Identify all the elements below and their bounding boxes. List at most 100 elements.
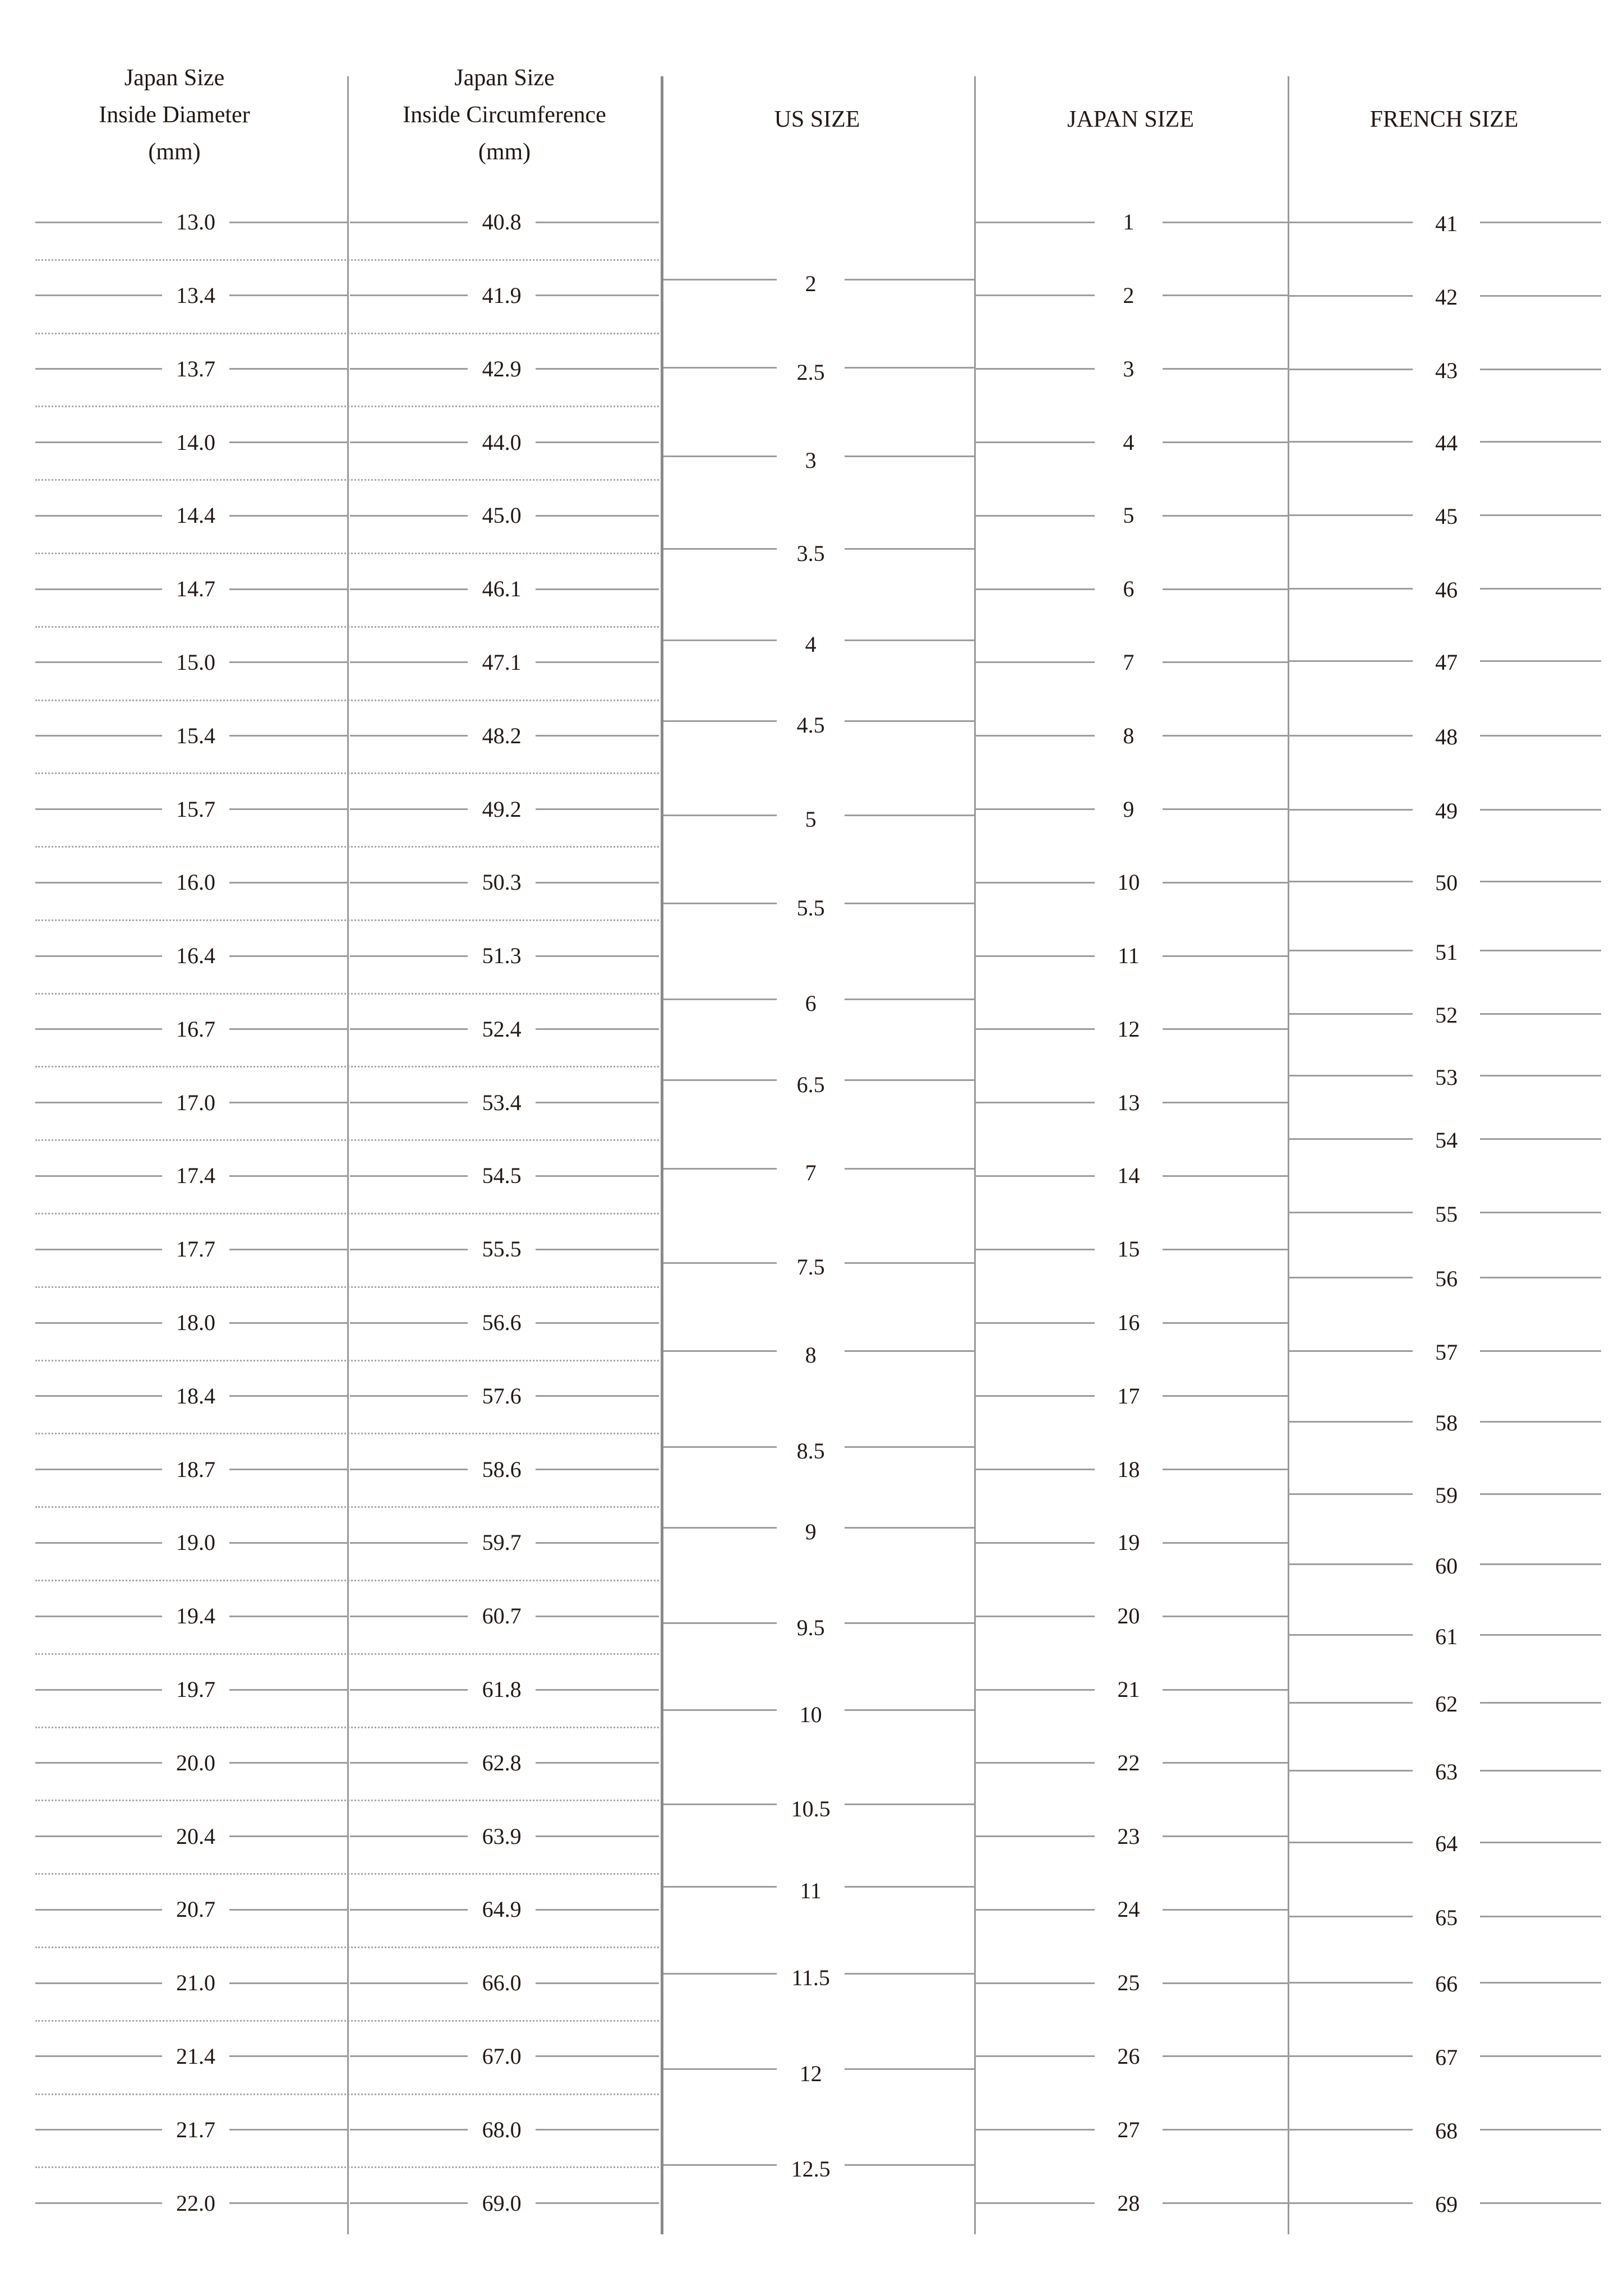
- diameter-value: 15.4: [176, 723, 215, 748]
- french-size-line: [1480, 2202, 1601, 2205]
- circumference-line: [350, 2055, 468, 2058]
- french-size-line: [1287, 440, 1413, 443]
- row-separator: [35, 1066, 660, 1068]
- us-size-line: [845, 548, 974, 550]
- japan-size-line: [1162, 1102, 1288, 1104]
- circumference-value: 42.9: [482, 356, 522, 381]
- diameter-value: 18.4: [176, 1383, 215, 1409]
- circumference-line: [536, 221, 660, 223]
- us-size-line: [845, 2068, 974, 2070]
- japan-size-value: 10: [1117, 869, 1140, 895]
- french-size-line: [1287, 1769, 1413, 1772]
- diameter-value: 21.4: [176, 2043, 215, 2069]
- header-line: Inside Circumference: [403, 102, 606, 128]
- french-size-line: [1480, 881, 1601, 883]
- french-size-line: [1480, 295, 1601, 297]
- row-separator: [35, 625, 660, 628]
- japan-size-line: [974, 2055, 1095, 2058]
- japan-size-line: [1162, 441, 1288, 444]
- circumference-line: [350, 1835, 468, 1838]
- diameter-value: 13.7: [176, 356, 215, 381]
- header-us-size: US SIZE: [774, 107, 860, 132]
- french-size-value: 65: [1435, 1904, 1458, 1930]
- circumference-value: 52.4: [482, 1016, 522, 1042]
- row-separator: [35, 2166, 660, 2169]
- diameter-line: [35, 1395, 162, 1397]
- japan-size-line: [1162, 1908, 1288, 1911]
- circumference-line: [536, 881, 660, 884]
- us-size-line: [663, 1526, 777, 1529]
- japan-size-value: 16: [1117, 1310, 1140, 1336]
- diameter-line: [35, 881, 162, 884]
- circumference-line: [536, 1175, 660, 1177]
- french-size-line: [1287, 881, 1413, 883]
- circumference-line: [350, 1542, 468, 1544]
- circumference-value: 53.4: [482, 1089, 522, 1115]
- japan-size-value: 21: [1117, 1677, 1140, 1702]
- column-divider: [347, 76, 349, 2234]
- japan-size-value: 11: [1118, 943, 1140, 969]
- circumference-line: [350, 588, 468, 590]
- circumference-value: 46.1: [482, 576, 522, 602]
- row-separator: [35, 1946, 660, 1948]
- circumference-line: [350, 1615, 468, 1617]
- circumference-line: [350, 1102, 468, 1104]
- us-size-line: [663, 1079, 777, 1082]
- diameter-line: [35, 2129, 162, 2131]
- french-size-line: [1287, 1493, 1413, 1495]
- japan-size-value: 4: [1123, 429, 1135, 455]
- diameter-value: 18.7: [176, 1456, 215, 1482]
- japan-size-value: 17: [1117, 1383, 1140, 1409]
- us-size-line: [663, 998, 777, 1000]
- diameter-value: 14.0: [176, 429, 215, 455]
- header-inside-diameter: Japan Size Inside Diameter (mm): [37, 59, 312, 171]
- diameter-value: 17.0: [176, 1089, 215, 1115]
- row-separator: [35, 406, 660, 408]
- diameter-value: 13.4: [176, 282, 215, 308]
- us-size-line: [845, 903, 974, 905]
- us-size-line: [663, 1622, 777, 1625]
- us-size-line: [663, 815, 777, 817]
- circumference-line: [536, 1908, 660, 1911]
- french-size-value: 68: [1435, 2118, 1458, 2144]
- circumference-line: [350, 661, 468, 664]
- diameter-value: 17.7: [176, 1236, 215, 1262]
- us-size-value: 6: [805, 991, 817, 1016]
- french-size-value: 56: [1435, 1266, 1458, 1291]
- row-separator: [35, 2019, 660, 2022]
- japan-size-value: 13: [1117, 1089, 1140, 1115]
- us-size-value: 3.5: [796, 540, 825, 566]
- row-separator: [35, 919, 660, 921]
- french-size-value: 59: [1435, 1482, 1458, 1508]
- diameter-line: [229, 368, 348, 370]
- japan-size-line: [974, 1469, 1095, 1471]
- french-size-value: 50: [1435, 870, 1458, 896]
- circumference-line: [536, 588, 660, 590]
- us-size-value: 11: [800, 1878, 822, 1904]
- japan-size-line: [1162, 368, 1288, 370]
- row-separator: [35, 1506, 660, 1508]
- french-size-value: 42: [1435, 284, 1458, 310]
- circumference-line: [350, 2129, 468, 2131]
- diameter-line: [35, 1542, 162, 1544]
- diameter-line: [229, 1469, 348, 1471]
- japan-size-line: [1162, 955, 1288, 957]
- japan-size-line: [1162, 1982, 1288, 1984]
- circumference-value: 62.8: [482, 1750, 522, 1775]
- circumference-line: [536, 1835, 660, 1838]
- circumference-line: [536, 441, 660, 444]
- japan-size-value: 1: [1123, 209, 1135, 235]
- circumference-line: [350, 1028, 468, 1030]
- header-line: (mm): [148, 139, 201, 165]
- french-size-value: 43: [1435, 358, 1458, 384]
- diameter-line: [229, 1762, 348, 1764]
- diameter-value: 19.7: [176, 1677, 215, 1702]
- japan-size-value: 8: [1123, 723, 1135, 748]
- french-size-line: [1287, 1702, 1413, 1704]
- japan-size-line: [1162, 514, 1288, 517]
- us-size-value: 12.5: [791, 2156, 831, 2182]
- diameter-value: 18.0: [176, 1310, 215, 1336]
- circumference-line: [536, 661, 660, 664]
- circumference-value: 56.6: [482, 1310, 522, 1336]
- french-size-value: 64: [1435, 1831, 1458, 1857]
